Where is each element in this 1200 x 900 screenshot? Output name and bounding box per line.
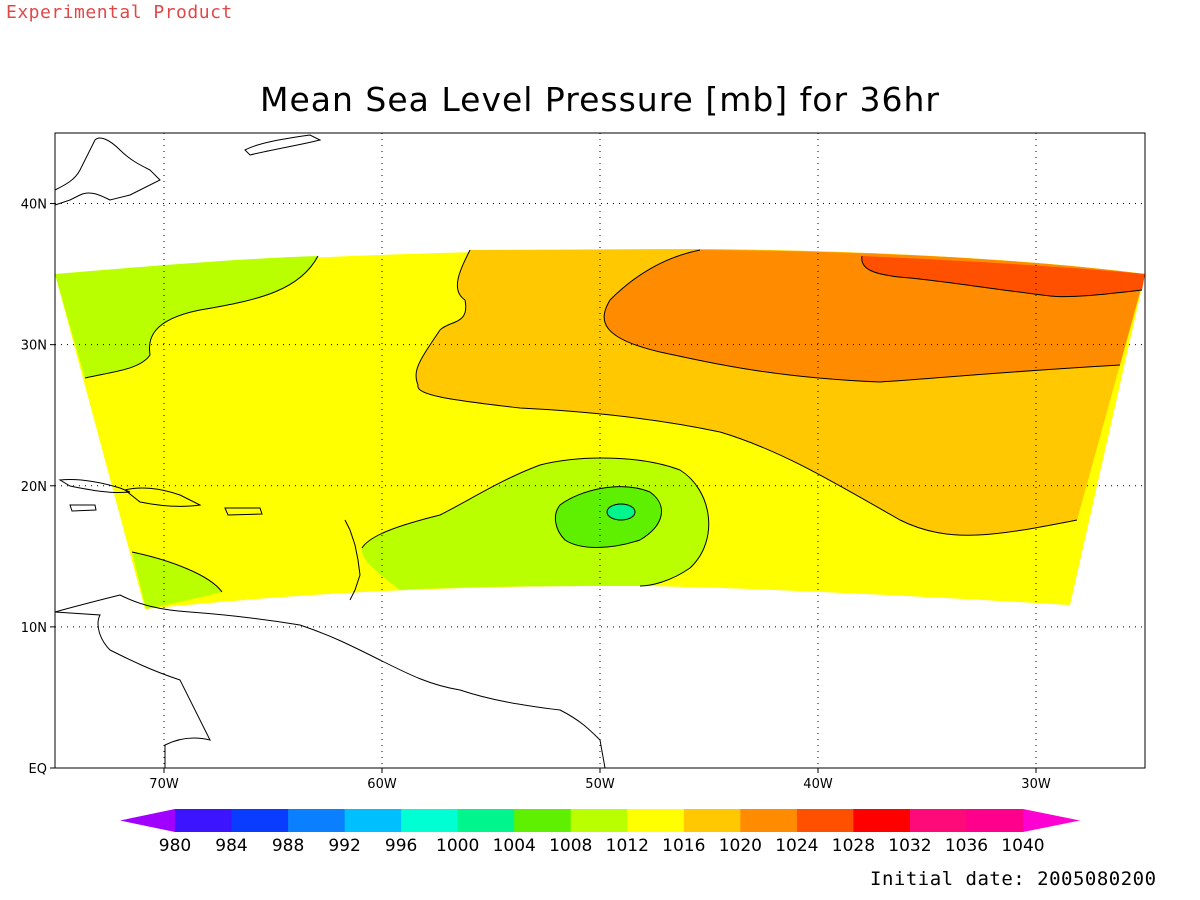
coast-cuba xyxy=(58,479,131,493)
colorbar-swatch xyxy=(401,809,459,832)
lon-tick-label: 50W xyxy=(585,777,615,792)
coast-north-america xyxy=(54,137,161,206)
band-1012-sw xyxy=(132,552,222,609)
colorbar-max-arrow xyxy=(1023,809,1080,832)
band-1008 xyxy=(555,486,662,548)
colorbar-label: 1020 xyxy=(719,836,762,856)
lat-tick-label: 20N xyxy=(21,480,47,495)
colorbar-label: 1016 xyxy=(662,836,705,856)
colorbar-labels: 980 984 988 992 996 1000 1004 1008 1012 1016 1020 1… xyxy=(159,836,1045,856)
band-1028 xyxy=(861,256,1145,297)
colorbar-swatch xyxy=(853,809,911,832)
colorbar-swatch xyxy=(231,809,289,832)
coastlines xyxy=(54,134,606,769)
colorbar-label: 1028 xyxy=(832,836,875,856)
colorbar-label: 1012 xyxy=(606,836,649,856)
colorbar-label: 1008 xyxy=(549,836,592,856)
band-1012-nw xyxy=(55,256,318,378)
colorbar-label: 1036 xyxy=(945,836,988,856)
lat-tick-label: 10N xyxy=(21,621,47,636)
initial-date: Initial date: 2005080200 xyxy=(870,868,1157,890)
coast-puerto-rico xyxy=(224,507,263,516)
colorbar-label: 984 xyxy=(215,836,247,856)
colorbar-min-arrow xyxy=(120,809,175,832)
lon-tick-label: 30W xyxy=(1021,777,1051,792)
lat-tick-label: 40N xyxy=(21,198,47,213)
latitude-labels: EQ 10N 20N 30N 40N xyxy=(21,198,47,777)
pressure-field xyxy=(55,249,1145,609)
colorbar-swatch xyxy=(570,809,628,832)
lon-tick-label: 70W xyxy=(149,777,179,792)
graticule xyxy=(50,133,1145,773)
colorbar xyxy=(120,809,1080,832)
colorbar-swatch xyxy=(627,809,685,832)
colorbar-label: 1004 xyxy=(493,836,536,856)
colorbar-label: 980 xyxy=(159,836,191,856)
lat-tick-label: EQ xyxy=(29,762,47,777)
colorbar-label: 988 xyxy=(272,836,304,856)
colorbar-swatch xyxy=(457,809,515,832)
colorbar-label: 1040 xyxy=(1001,836,1044,856)
contour-lines xyxy=(84,249,1143,593)
colorbar-swatch xyxy=(344,809,402,832)
band-1004-center xyxy=(606,503,636,521)
colorbar-label: 1000 xyxy=(436,836,479,856)
coast-nova-scotia xyxy=(244,134,322,156)
colorbar-swatch xyxy=(966,809,1024,832)
lon-tick-label: 40W xyxy=(803,777,833,792)
colorbar-swatch xyxy=(175,809,233,832)
coast-jamaica xyxy=(69,504,97,512)
colorbar-swatch xyxy=(796,809,854,832)
colorbar-swatch xyxy=(740,809,798,832)
lat-tick-label: 30N xyxy=(21,339,47,354)
coast-antilles xyxy=(344,519,361,601)
longitude-labels: 70W 60W 50W 40W 30W xyxy=(149,777,1051,792)
colorbar-swatch xyxy=(514,809,572,832)
colorbar-label: 1024 xyxy=(775,836,818,856)
colorbar-swatch xyxy=(288,809,346,832)
colorbar-swatch xyxy=(909,809,967,832)
coast-hispaniola xyxy=(123,487,202,507)
colorbar-swatch xyxy=(683,809,741,832)
experimental-product-banner: Experimental Product xyxy=(6,2,233,23)
colorbar-label: 1032 xyxy=(888,836,931,856)
lon-tick-label: 60W xyxy=(367,777,397,792)
chart-title: Mean Sea Level Pressure [mb] for 36hr xyxy=(259,80,941,119)
colorbar-label: 996 xyxy=(385,836,417,856)
colorbar-label: 992 xyxy=(328,836,360,856)
coast-south-america xyxy=(54,594,606,769)
